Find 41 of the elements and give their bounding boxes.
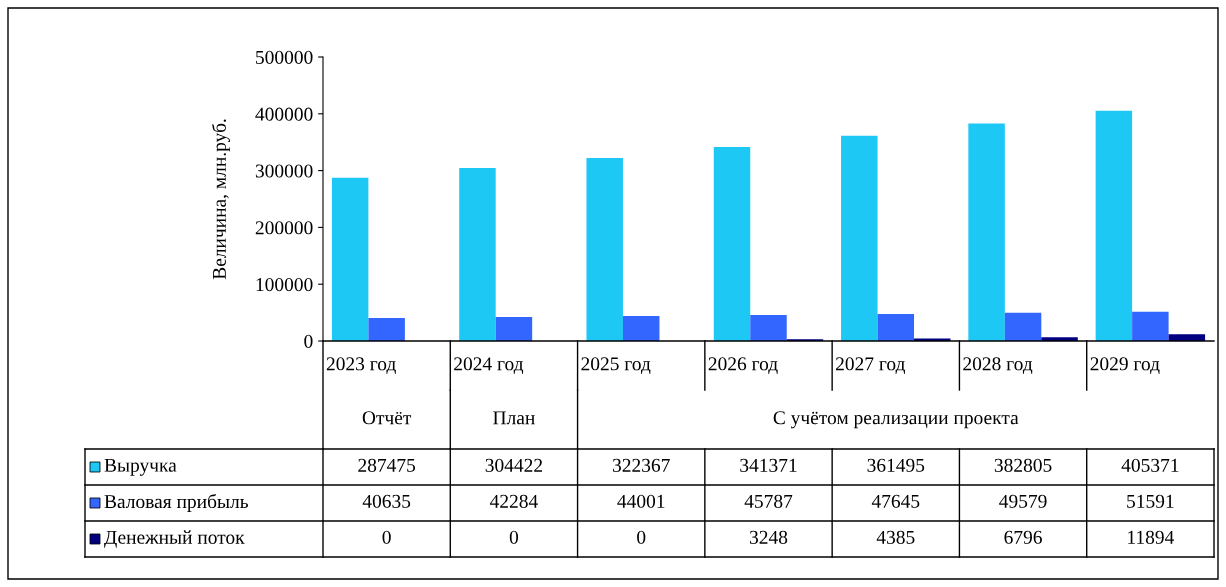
x-tick-label: 2028 год [963, 357, 1033, 374]
data-label: 11894 [1128, 530, 1174, 544]
x-tick-label: 2029 год [1090, 357, 1160, 374]
data-label: 3248 [749, 530, 788, 544]
data-label: 45787 [744, 494, 793, 508]
y-tick-label: 400000 [255, 107, 313, 121]
y-tick-label: 300000 [255, 164, 313, 178]
data-label: 341371 [740, 458, 797, 472]
data-label: 0 [382, 530, 391, 544]
x-tick-label: 2027 год [836, 357, 905, 374]
data-label: 304422 [485, 458, 543, 472]
text: С учётом реализации проекта [773, 411, 1019, 429]
y-tick-label: 0 [304, 334, 313, 348]
data-label: 322367 [612, 458, 670, 472]
data-label: 49579 [999, 494, 1047, 508]
data-label: 40635 [362, 494, 411, 508]
x-tick-label: 2023 год [326, 357, 396, 374]
data-label: 51591 [1127, 494, 1174, 508]
data-label: 47645 [871, 494, 920, 508]
data-label: 287475 [358, 458, 416, 472]
text: Отчёт [362, 411, 412, 425]
data-label: 405371 [1121, 458, 1179, 472]
data-label: 6796 [1004, 530, 1042, 544]
legend-label: Валовая прибыль [104, 493, 249, 513]
data-label: 0 [637, 530, 646, 544]
x-tick-label: 2024 год [454, 357, 524, 374]
x-tick-label: 2026 год [708, 357, 778, 374]
x-tick-label: 2025 год [581, 357, 651, 374]
text: План [493, 411, 535, 425]
y-tick-label: 100000 [256, 278, 313, 292]
data-label: 42284 [490, 494, 538, 508]
data-label: 361495 [867, 458, 925, 472]
data-label: 382805 [994, 458, 1052, 472]
y-axis-title: Величина, млн.руб. [211, 119, 230, 280]
y-tick-label: 200000 [255, 221, 313, 235]
legend-label: Выручка [104, 458, 177, 476]
data-label: 0 [509, 530, 519, 544]
y-tick-label: 500000 [256, 50, 313, 64]
data-label: 4385 [876, 530, 915, 544]
legend-label: Денежный поток [104, 530, 245, 548]
data-label: 44001 [617, 494, 665, 508]
